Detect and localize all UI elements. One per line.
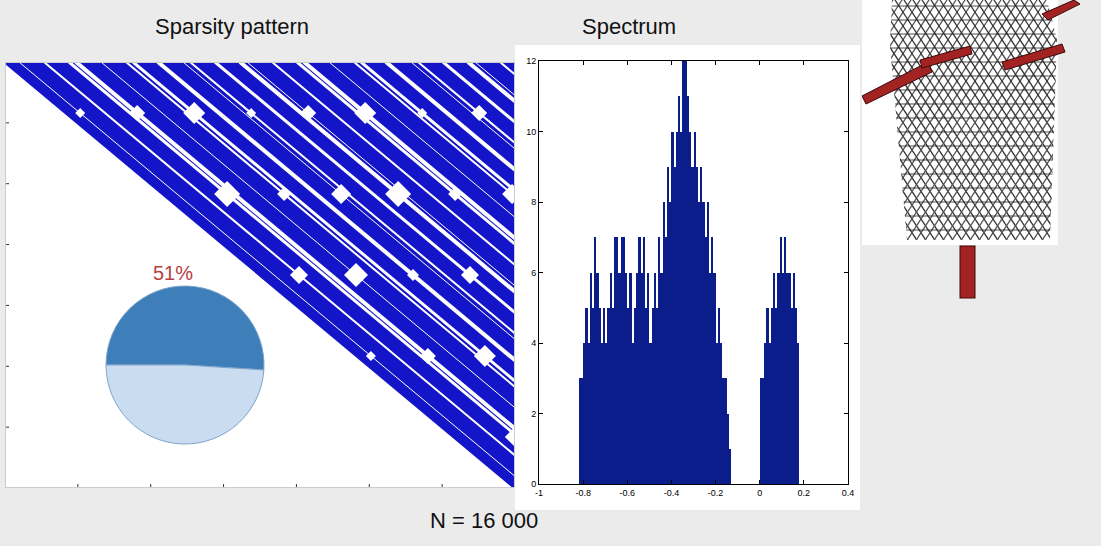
svg-text:0: 0	[531, 479, 536, 489]
svg-text:-0.2: -0.2	[708, 488, 724, 498]
svg-text:0.2: 0.2	[798, 488, 811, 498]
svg-text:-0.8: -0.8	[575, 488, 591, 498]
svg-text:0: 0	[757, 488, 762, 498]
html-text:Sparsity pattern: Sparsity pattern	[155, 14, 310, 39]
svg-text:4: 4	[531, 338, 536, 348]
svg-text:2: 2	[531, 409, 536, 419]
svg-text:0.4: 0.4	[842, 488, 855, 498]
svg-text:6: 6	[531, 268, 536, 278]
svg-text:8: 8	[531, 197, 536, 207]
svg-text:-0.4: -0.4	[664, 488, 680, 498]
html-text:Spectrum: Spectrum	[582, 14, 677, 39]
svg-text:-1: -1	[535, 488, 543, 498]
html-text:N = 16 000: N = 16 000	[430, 508, 539, 533]
svg-text:-0.6: -0.6	[620, 488, 636, 498]
svg-text:12: 12	[526, 56, 536, 66]
svg-text:51%: 51%	[153, 262, 193, 284]
svg-text:10: 10	[526, 127, 536, 137]
